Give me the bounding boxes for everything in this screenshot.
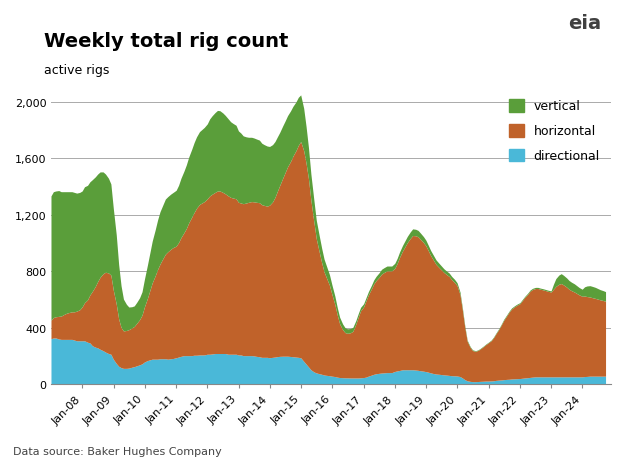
Text: Weekly total rig count: Weekly total rig count <box>44 32 288 51</box>
Text: active rigs: active rigs <box>44 64 109 77</box>
Text: eia: eia <box>568 14 601 33</box>
Legend: vertical, horizontal, directional: vertical, horizontal, directional <box>503 95 605 168</box>
Text: Data source: Baker Hughes Company: Data source: Baker Hughes Company <box>13 447 221 456</box>
